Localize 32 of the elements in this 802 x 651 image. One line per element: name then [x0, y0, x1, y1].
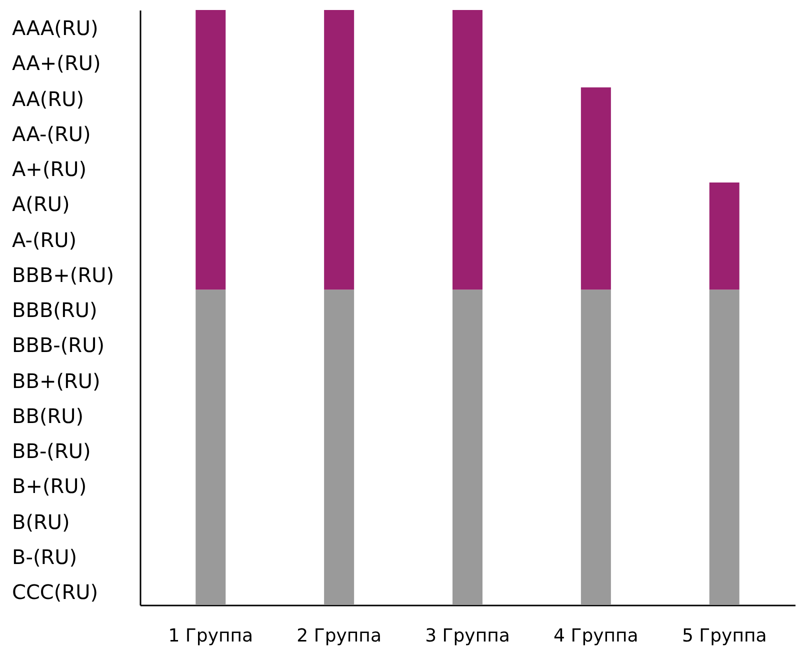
- text: BBB(RU): [12, 298, 98, 322]
- text: BB-(RU): [12, 439, 91, 463]
- text: A+(RU): [12, 157, 87, 181]
- bar: [324, 290, 354, 605]
- text: BB(RU): [12, 404, 84, 428]
- bar: [580, 87, 611, 290]
- bar: [709, 182, 740, 290]
- bar: [580, 290, 611, 605]
- text: B-(RU): [12, 544, 78, 569]
- text: A(RU): [12, 192, 70, 216]
- text: AA(RU): [12, 86, 84, 110]
- text: A-(RU): [12, 228, 77, 252]
- bar: [452, 290, 482, 605]
- text: AA+(RU): [12, 51, 101, 76]
- bar: [709, 290, 740, 605]
- text: BB+(RU): [12, 368, 100, 392]
- bar: [452, 10, 482, 290]
- text: BBB+(RU): [12, 262, 114, 287]
- bar: [196, 10, 226, 290]
- x-tick-label: 1 Группа: [168, 626, 254, 646]
- bar: [196, 290, 226, 605]
- x-tick-label: 3 Группа: [425, 626, 510, 646]
- text: CCC(RU): [12, 580, 98, 604]
- text: AA-(RU): [12, 122, 91, 146]
- text: B(RU): [12, 510, 70, 534]
- text: AAA(RU): [12, 16, 98, 40]
- x-tick-label: 5 Группа: [682, 626, 767, 646]
- bar: [324, 10, 354, 290]
- text: BBB-(RU): [12, 333, 105, 358]
- x-tick-label: 4 Группа: [554, 626, 638, 646]
- text: B+(RU): [12, 474, 87, 498]
- x-tick-label: 2 Группа: [296, 626, 382, 646]
